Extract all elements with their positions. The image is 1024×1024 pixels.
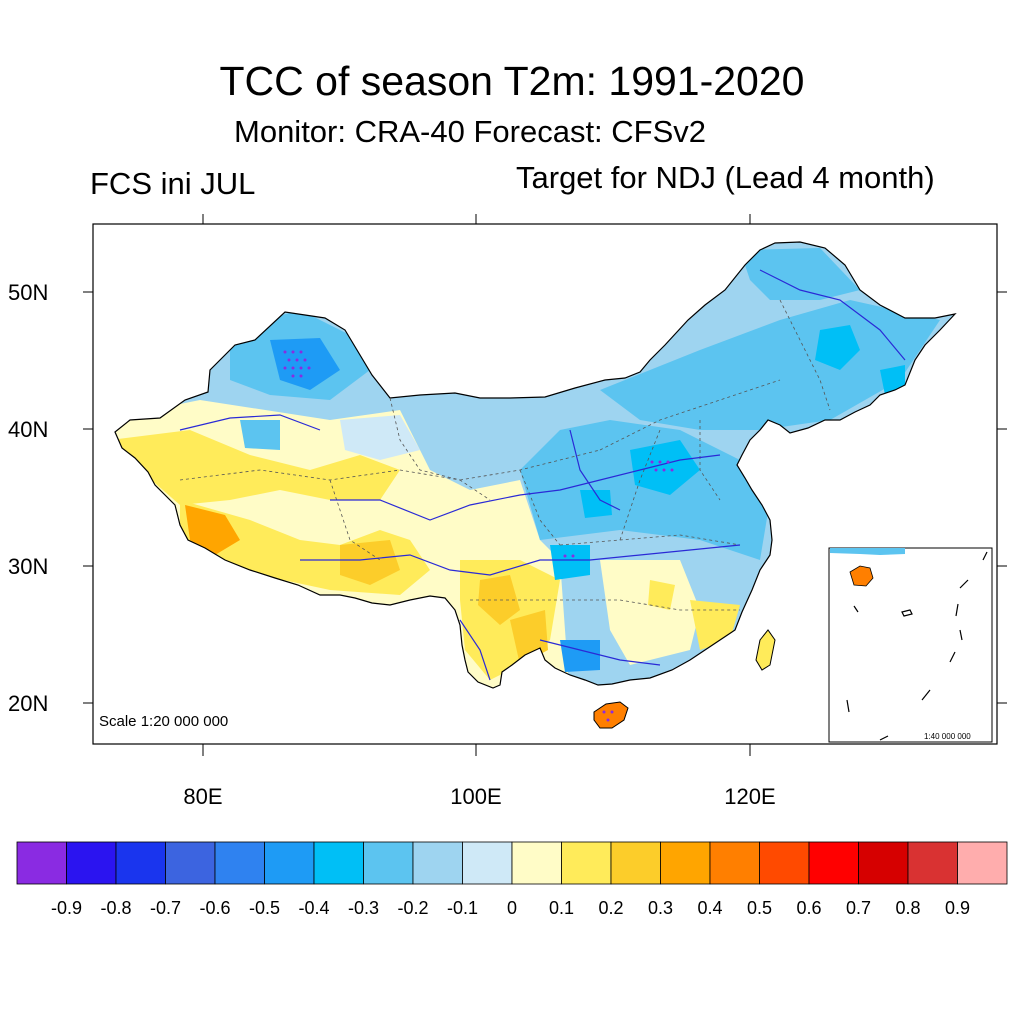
- longitude-labels: 80E 100E 120E: [183, 784, 775, 809]
- colorbar-label: -0.9: [51, 898, 82, 918]
- colorbar-swatch: [610, 841, 661, 885]
- target-season-label: Target for NDJ (Lead 4 month): [516, 160, 935, 195]
- china-region: [114, 241, 957, 729]
- map-title: TCC of season T2m: 1991-2020: [219, 58, 805, 104]
- colorbar-swatch: [66, 841, 117, 885]
- colorbar-swatch: [511, 841, 562, 885]
- colorbar-swatch: [957, 841, 1008, 885]
- colorbar-label: 0.2: [598, 898, 623, 918]
- colorbar-label: -0.2: [397, 898, 428, 918]
- colorbar-swatch: [907, 841, 958, 885]
- taiwan-island: [755, 629, 776, 671]
- colorbar-swatch: [462, 841, 513, 885]
- lat-tick-label: 20N: [8, 691, 48, 716]
- colorbar-label: -0.4: [298, 898, 329, 918]
- colorbar-label: -0.7: [150, 898, 181, 918]
- map-subtitle: Monitor: CRA-40 Forecast: CFSv2: [234, 114, 707, 149]
- colorbar-label: -0.5: [249, 898, 280, 918]
- lon-tick-label: 100E: [450, 784, 501, 809]
- latitude-labels: 50N 40N 30N 20N: [8, 280, 48, 716]
- inset-map: 1:40 000 000: [828, 547, 993, 743]
- lon-tick-label: 80E: [183, 784, 222, 809]
- map-frame: Scale 1:20 000 000: [92, 223, 998, 745]
- colorbar-label: 0.1: [549, 898, 574, 918]
- significance-dots: [283, 350, 674, 722]
- colorbar-label: 0.9: [945, 898, 970, 918]
- province-borders: [179, 299, 831, 611]
- colorbar-label: 0.5: [747, 898, 772, 918]
- colorbar-label: 0.8: [895, 898, 920, 918]
- lat-tick-label: 40N: [8, 417, 48, 442]
- colorbar-label: 0.4: [697, 898, 722, 918]
- colorbar-label: -0.3: [348, 898, 379, 918]
- colorbar-swatch: [660, 841, 711, 885]
- colorbar-swatch: [115, 841, 166, 885]
- colorbar-swatch: [561, 841, 612, 885]
- colorbar-swatch: [214, 841, 265, 885]
- colorbar-swatch: [16, 841, 67, 885]
- colorbar-swatch: [264, 841, 315, 885]
- colorbar-label: 0: [507, 898, 517, 918]
- colorbar: -0.9 -0.8 -0.7 -0.6 -0.5 -0.4 -0.3 -0.2 -0.1 0 0.1…: [16, 841, 1008, 918]
- colorbar-swatch: [165, 841, 216, 885]
- china-border: [114, 241, 957, 689]
- colorbar-swatch: [709, 841, 760, 885]
- colorbar-swatch: [759, 841, 810, 885]
- colorbar-swatch: [313, 841, 364, 885]
- colorbar-swatch: [363, 841, 414, 885]
- lat-tick-label: 30N: [8, 554, 48, 579]
- colorbar-swatch: [412, 841, 463, 885]
- hainan-island: [593, 701, 629, 729]
- colorbar-label: 0.7: [846, 898, 871, 918]
- colorbar-swatch: [858, 841, 909, 885]
- colorbar-label: 0.3: [648, 898, 673, 918]
- colorbar-label: -0.6: [199, 898, 230, 918]
- lat-tick-label: 50N: [8, 280, 48, 305]
- rivers: [179, 269, 906, 681]
- map-scale-label: Scale 1:20 000 000: [99, 713, 228, 730]
- colorbar-label: -0.8: [100, 898, 131, 918]
- axis-ticks: [83, 214, 1007, 756]
- colorbar-label: -0.1: [447, 898, 478, 918]
- colorbar-swatch: [808, 841, 859, 885]
- lon-tick-label: 120E: [724, 784, 775, 809]
- forecast-init-label: FCS ini JUL: [90, 166, 256, 201]
- colorbar-label: 0.6: [796, 898, 821, 918]
- inset-scale-label: 1:40 000 000: [924, 732, 971, 741]
